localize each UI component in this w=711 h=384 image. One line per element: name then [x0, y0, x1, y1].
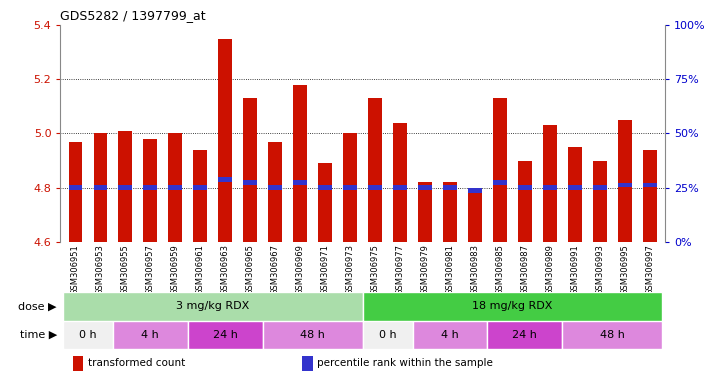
Text: GSM306971: GSM306971 — [321, 245, 330, 295]
Bar — [493, 180, 507, 185]
Text: GSM306989: GSM306989 — [545, 245, 555, 295]
Text: GSM306953: GSM306953 — [96, 245, 105, 295]
Text: transformed count: transformed count — [87, 358, 185, 368]
Bar — [63, 321, 113, 349]
Bar — [518, 161, 532, 242]
Text: GSM306977: GSM306977 — [395, 245, 405, 295]
Bar — [144, 185, 157, 190]
Text: GSM306951: GSM306951 — [71, 245, 80, 295]
Text: GSM306997: GSM306997 — [646, 245, 654, 295]
Text: GSM306965: GSM306965 — [246, 245, 255, 295]
Text: GSM306981: GSM306981 — [446, 245, 454, 295]
Bar — [119, 185, 132, 190]
Bar — [193, 185, 207, 190]
Bar — [319, 163, 332, 242]
Text: GSM306987: GSM306987 — [520, 245, 530, 295]
Bar — [468, 190, 482, 242]
Text: GSM306961: GSM306961 — [196, 245, 205, 295]
Bar — [568, 185, 582, 190]
Bar — [63, 292, 363, 321]
Bar — [543, 125, 557, 242]
Bar — [68, 185, 82, 190]
Bar — [593, 185, 606, 190]
Text: GSM306979: GSM306979 — [420, 245, 429, 295]
Text: GDS5282 / 1397799_at: GDS5282 / 1397799_at — [60, 9, 206, 22]
Bar — [319, 185, 332, 190]
Text: GSM306973: GSM306973 — [346, 245, 355, 295]
Bar — [643, 182, 657, 187]
Text: GSM306969: GSM306969 — [296, 245, 305, 295]
Bar — [268, 142, 282, 242]
Bar — [343, 185, 357, 190]
Bar — [68, 142, 82, 242]
Bar — [368, 98, 382, 242]
Text: 0 h: 0 h — [79, 330, 97, 340]
Text: percentile rank within the sample: percentile rank within the sample — [317, 358, 493, 368]
Bar — [113, 321, 188, 349]
Bar — [94, 134, 107, 242]
Bar — [618, 182, 631, 187]
Bar — [593, 161, 606, 242]
Bar — [294, 84, 307, 242]
Bar — [412, 321, 488, 349]
Bar — [302, 356, 313, 371]
Text: GSM306991: GSM306991 — [570, 245, 579, 295]
Bar — [418, 182, 432, 242]
Bar — [468, 188, 482, 193]
Bar — [193, 150, 207, 242]
Text: GSM306975: GSM306975 — [370, 245, 380, 295]
Text: 48 h: 48 h — [300, 330, 325, 340]
Text: GSM306983: GSM306983 — [471, 245, 479, 295]
Text: 24 h: 24 h — [513, 330, 538, 340]
Text: 24 h: 24 h — [213, 330, 237, 340]
Text: 18 mg/kg RDX: 18 mg/kg RDX — [472, 301, 552, 311]
Bar — [488, 321, 562, 349]
Bar — [169, 134, 182, 242]
Bar — [618, 120, 631, 242]
Bar — [363, 292, 662, 321]
Bar — [568, 147, 582, 242]
Bar — [188, 321, 263, 349]
Bar — [643, 150, 657, 242]
Bar — [119, 131, 132, 242]
Text: 3 mg/kg RDX: 3 mg/kg RDX — [176, 301, 250, 311]
Text: GSM306993: GSM306993 — [595, 245, 604, 295]
Bar — [169, 185, 182, 190]
Bar — [73, 356, 83, 371]
Bar — [94, 185, 107, 190]
Bar — [493, 98, 507, 242]
Text: GSM306963: GSM306963 — [220, 245, 230, 295]
Text: GSM306955: GSM306955 — [121, 245, 130, 295]
Text: 48 h: 48 h — [600, 330, 625, 340]
Text: 0 h: 0 h — [379, 330, 397, 340]
Bar — [543, 185, 557, 190]
Bar — [393, 185, 407, 190]
Text: 4 h: 4 h — [441, 330, 459, 340]
Bar — [562, 321, 662, 349]
Bar — [368, 185, 382, 190]
Bar — [268, 185, 282, 190]
Bar — [144, 139, 157, 242]
Bar — [418, 185, 432, 190]
Text: dose ▶: dose ▶ — [18, 301, 57, 311]
Text: GSM306985: GSM306985 — [496, 245, 505, 295]
Bar — [363, 321, 412, 349]
Bar — [294, 180, 307, 185]
Bar — [218, 38, 232, 242]
Bar — [443, 182, 457, 242]
Bar — [243, 98, 257, 242]
Bar — [393, 122, 407, 242]
Text: time ▶: time ▶ — [20, 330, 57, 340]
Bar — [518, 185, 532, 190]
Bar — [443, 185, 457, 190]
Text: GSM306995: GSM306995 — [620, 245, 629, 295]
Bar — [263, 321, 363, 349]
Text: GSM306959: GSM306959 — [171, 245, 180, 295]
Text: GSM306967: GSM306967 — [271, 245, 279, 295]
Text: 4 h: 4 h — [141, 330, 159, 340]
Text: GSM306957: GSM306957 — [146, 245, 155, 295]
Bar — [243, 180, 257, 185]
Bar — [343, 134, 357, 242]
Bar — [218, 177, 232, 182]
